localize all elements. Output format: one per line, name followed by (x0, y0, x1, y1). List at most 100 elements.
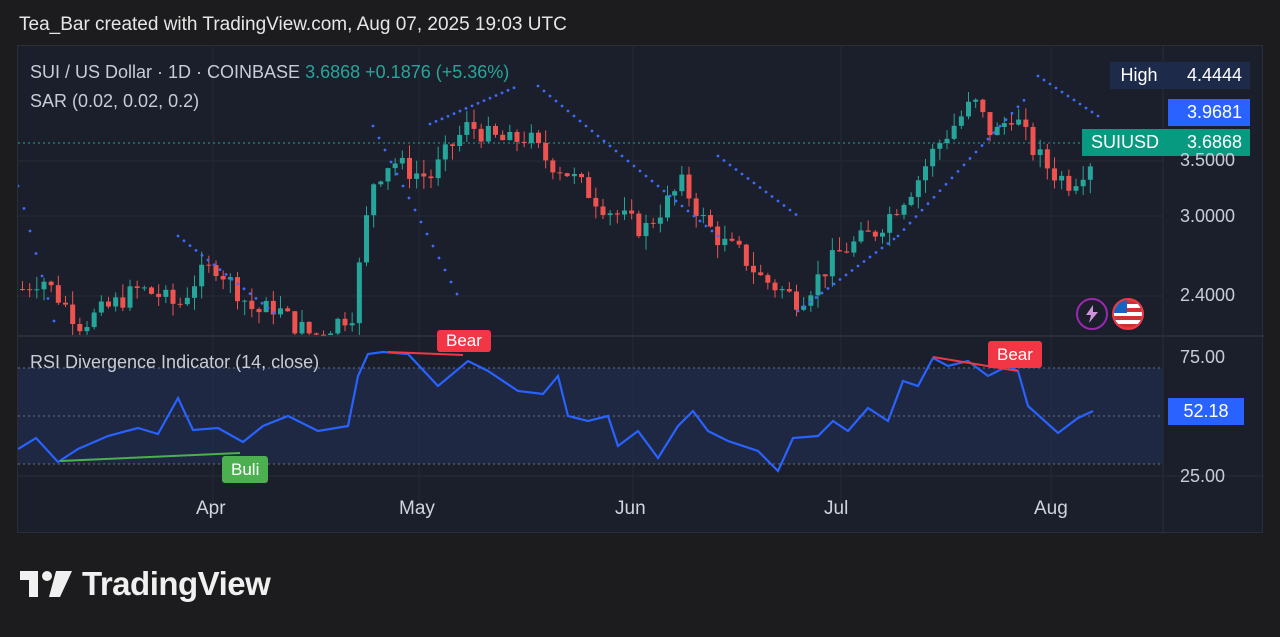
candle-body (285, 308, 291, 312)
sar-dot (614, 149, 618, 153)
candle-body (442, 144, 448, 160)
candle-body (636, 213, 642, 237)
candle-body (837, 250, 842, 252)
level-price-tag: 3.9681 (1168, 99, 1250, 126)
sar-dot (455, 292, 459, 296)
candle-body (958, 116, 964, 126)
sar-dot (230, 277, 234, 281)
sar-dot (662, 189, 666, 193)
candle-body (1073, 186, 1079, 191)
sar-dot (856, 264, 860, 268)
candle-body (500, 134, 506, 141)
sar-dot (377, 136, 381, 140)
sar-dot (1072, 98, 1076, 102)
candle-body (700, 215, 706, 217)
sar-dot (236, 282, 240, 286)
candle-body (994, 126, 1000, 136)
rsi-legend[interactable]: RSI Divergence Indicator (14, close) (30, 352, 320, 372)
candle-body (571, 173, 577, 177)
candle-body (184, 297, 190, 305)
month-jul: Jul (824, 498, 849, 519)
candle-body (600, 206, 606, 216)
sar-dot (443, 268, 447, 272)
price-change: +0.1876 (+5.36%) (365, 62, 510, 82)
sar-dot (986, 137, 990, 141)
candle-body (937, 143, 943, 149)
sar-dot (476, 101, 480, 105)
candle-body (392, 163, 398, 169)
us-flag-icon[interactable] (1112, 298, 1144, 330)
candle-body (63, 302, 68, 305)
sar-dot (188, 244, 192, 248)
sar-dot (560, 104, 564, 108)
sar-dot (802, 305, 806, 308)
candle-body (987, 112, 993, 136)
sar-dot (1096, 114, 1100, 118)
symbol-legend[interactable]: SUI / US Dollar · 1D · COINBASE 3.6868 +… (30, 62, 509, 83)
sar-dot (962, 163, 966, 167)
chart-attribution: Tea_Bar created with TradingView.com, Au… (19, 14, 567, 35)
candle-body (908, 196, 914, 205)
candle-body (894, 214, 900, 216)
sar-dot (46, 297, 50, 300)
candle-body (464, 122, 470, 135)
sar-dot (998, 124, 1002, 128)
sar-legend[interactable]: SAR (0.02, 0.02, 0.2) (30, 91, 200, 111)
candle-body (335, 318, 341, 334)
bear-divergence-badge-2: Bear (988, 341, 1042, 368)
sar-dot (926, 202, 930, 206)
sar-dot (28, 229, 32, 233)
tradingview-logo[interactable]: TradingView (20, 565, 271, 603)
sar-dot (395, 172, 399, 176)
candle-body (328, 333, 334, 335)
candle-body (378, 181, 384, 185)
sar-dot (548, 94, 552, 98)
sar-dot (584, 124, 588, 128)
sar-dot (832, 282, 836, 286)
candle-body (220, 276, 226, 280)
sar-dot (734, 168, 738, 171)
sar-dot (371, 124, 375, 128)
sar-dot (844, 273, 848, 277)
candle-body (686, 174, 692, 199)
sar-dot (794, 213, 798, 216)
sar-dot (482, 99, 486, 103)
candle-body (593, 197, 599, 207)
sar-dot (272, 311, 276, 315)
lightning-icon[interactable] (1076, 298, 1108, 330)
sar-dot (470, 104, 474, 108)
sar-dot (808, 300, 812, 304)
sar-dot (212, 263, 216, 267)
sar-dot (776, 199, 780, 203)
candle-body (872, 231, 878, 237)
candle-body (1087, 166, 1093, 180)
chart-frame[interactable] (17, 45, 1264, 534)
sar-dot (880, 246, 884, 250)
sar-dot (920, 208, 924, 212)
chart-canvas[interactable] (18, 46, 1264, 534)
symbol-name: SUI / US Dollar · 1D · COINBASE (30, 62, 301, 82)
sar-dot (980, 144, 984, 147)
sar-dot (992, 131, 996, 135)
sar-dot (40, 274, 44, 278)
candle-body (521, 141, 527, 144)
candle-body (614, 213, 620, 215)
candle-body (141, 287, 147, 289)
sar-dot (698, 219, 702, 223)
candle-body (414, 173, 420, 179)
high-label: High (1110, 62, 1168, 89)
sar-dot (974, 150, 978, 154)
candle-body (880, 232, 885, 237)
candle-body (1016, 119, 1022, 125)
sar-dot (740, 172, 744, 176)
candle-body (98, 301, 104, 313)
candle-body (41, 281, 47, 290)
candle-body (758, 272, 764, 276)
candle-body (55, 285, 61, 303)
candle-body (665, 195, 670, 218)
sar-dot (902, 228, 906, 231)
sar-dot (458, 109, 462, 113)
candle-body (421, 173, 427, 177)
sar-dot (428, 122, 432, 126)
candle-body (227, 277, 233, 280)
